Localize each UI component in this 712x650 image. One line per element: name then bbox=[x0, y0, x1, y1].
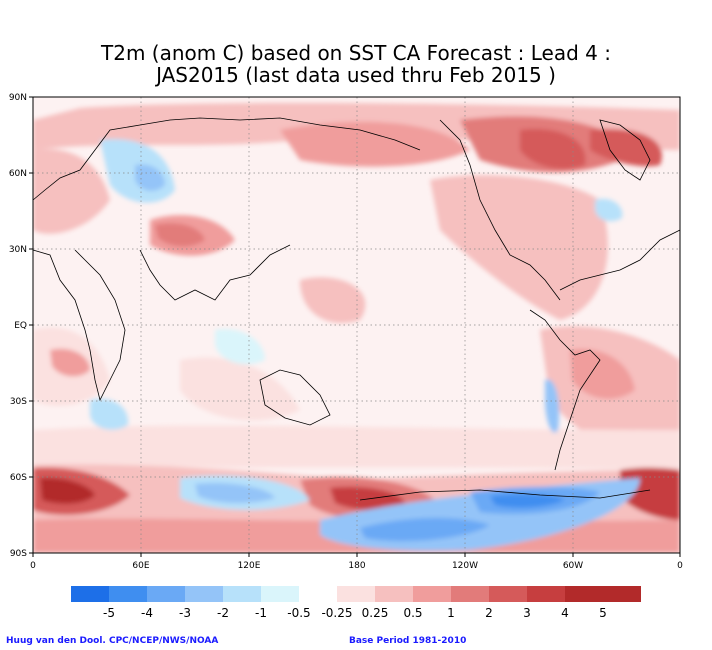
colorbar-label: -3 bbox=[179, 606, 191, 620]
lon-label-0: 0 bbox=[30, 561, 36, 571]
lat-label-60n: 60N bbox=[9, 169, 27, 179]
colorbar-label: -5 bbox=[103, 606, 115, 620]
base-period-text: Base Period 1981-2010 bbox=[349, 636, 467, 646]
colorbar-label: -0.5 bbox=[287, 606, 310, 620]
colorbar-swatch bbox=[489, 586, 527, 602]
lon-label-60e: 60E bbox=[132, 561, 149, 571]
map-title-line2: JAS2015 (last data used thru Feb 2015 ) bbox=[156, 63, 556, 87]
lat-label-90s: 90S bbox=[10, 549, 27, 559]
map-title-line1: T2m (anom C) based on SST CA Forecast : … bbox=[101, 41, 611, 65]
lon-labels: 0 60E 120E 180 120W 60W 0 bbox=[30, 561, 683, 571]
colorbar-swatch bbox=[299, 586, 337, 602]
coastlines bbox=[32, 117, 681, 501]
colorbar-label: 0.5 bbox=[403, 606, 422, 620]
colorbar-swatches bbox=[71, 586, 641, 602]
lon-label-0-east: 0 bbox=[677, 561, 683, 571]
colorbar-swatch bbox=[375, 586, 413, 602]
lon-label-180: 180 bbox=[348, 561, 365, 571]
colorbar-label: 4 bbox=[561, 606, 569, 620]
colorbar-label: 5 bbox=[599, 606, 607, 620]
colorbar: -5 -4 -3 -2 -1 -0.5 -0.25 0.25 0.5 1 2 3… bbox=[71, 586, 641, 620]
colorbar-swatch bbox=[527, 586, 565, 602]
anomaly-field bbox=[33, 97, 680, 553]
colorbar-label: -2 bbox=[217, 606, 229, 620]
tick-marks bbox=[29, 96, 681, 557]
lat-label-90n: 90N bbox=[9, 93, 27, 103]
colorbar-swatch bbox=[109, 586, 147, 602]
colorbar-label: -0.25 bbox=[321, 606, 352, 620]
lat-label-30n: 30N bbox=[9, 245, 27, 255]
colorbar-swatch bbox=[451, 586, 489, 602]
colorbar-labels: -5 -4 -3 -2 -1 -0.5 -0.25 0.25 0.5 1 2 3… bbox=[103, 606, 607, 620]
colorbar-swatch bbox=[413, 586, 451, 602]
colorbar-swatch bbox=[337, 586, 375, 602]
colorbar-label: -1 bbox=[255, 606, 267, 620]
lon-label-120e: 120E bbox=[238, 561, 261, 571]
lat-labels: 90N 60N 30N EQ 30S 60S 90S bbox=[9, 93, 27, 559]
colorbar-label: 0.25 bbox=[362, 606, 389, 620]
colorbar-swatch bbox=[71, 586, 109, 602]
colorbar-swatch bbox=[147, 586, 185, 602]
credit-text: Huug van den Dool. CPC/NCEP/NWS/NOAA bbox=[6, 636, 219, 646]
lon-label-120w: 120W bbox=[452, 561, 478, 571]
lat-label-eq: EQ bbox=[14, 321, 27, 331]
colorbar-swatch bbox=[261, 586, 299, 602]
lat-label-30s: 30S bbox=[10, 397, 27, 407]
colorbar-label: 2 bbox=[485, 606, 493, 620]
lon-label-60w: 60W bbox=[563, 561, 583, 571]
colorbar-swatch bbox=[185, 586, 223, 602]
colorbar-label: 1 bbox=[447, 606, 455, 620]
colorbar-swatch bbox=[565, 586, 641, 602]
colorbar-label: -4 bbox=[141, 606, 153, 620]
colorbar-swatch bbox=[223, 586, 261, 602]
colorbar-label: 3 bbox=[523, 606, 531, 620]
lat-label-60s: 60S bbox=[10, 473, 27, 483]
